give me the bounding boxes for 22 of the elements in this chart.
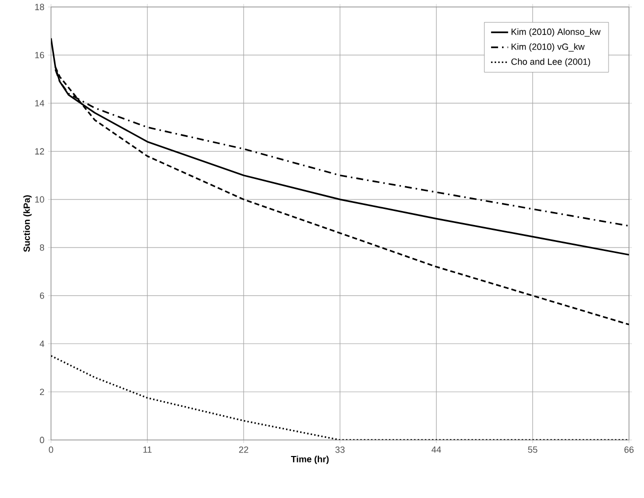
- y-tick-label: 18: [35, 4, 44, 10]
- y-tick-label: 2: [40, 388, 44, 396]
- x-axis-title: Time (hr): [291, 456, 329, 464]
- legend-label: Kim (2010) Alonso_kw: [512, 28, 601, 37]
- y-tick-label: 10: [35, 196, 44, 203]
- y-tick-label: 8: [40, 244, 44, 251]
- y-axis-title: Suction (kPa): [23, 195, 32, 252]
- x-tick-label: 33: [335, 446, 345, 453]
- x-tick-label: 11: [143, 446, 152, 453]
- x-tick-label: 44: [432, 446, 442, 453]
- x-tick-label: 66: [624, 446, 634, 453]
- x-tick-label: 22: [239, 446, 248, 453]
- y-tick-label: 0: [40, 436, 44, 444]
- y-tick-label: 14: [35, 100, 44, 106]
- x-tick-label: 55: [528, 446, 538, 453]
- y-tick-label: 16: [35, 52, 44, 58]
- x-tick-label: 0: [48, 446, 54, 453]
- y-tick-label: 4: [40, 340, 44, 347]
- legend-label: Kim (2010) vG_kw: [512, 43, 585, 52]
- y-tick-label: 6: [40, 292, 44, 299]
- y-tick-label: 12: [35, 148, 44, 154]
- legend-label: Cho and Lee (2001): [511, 58, 590, 67]
